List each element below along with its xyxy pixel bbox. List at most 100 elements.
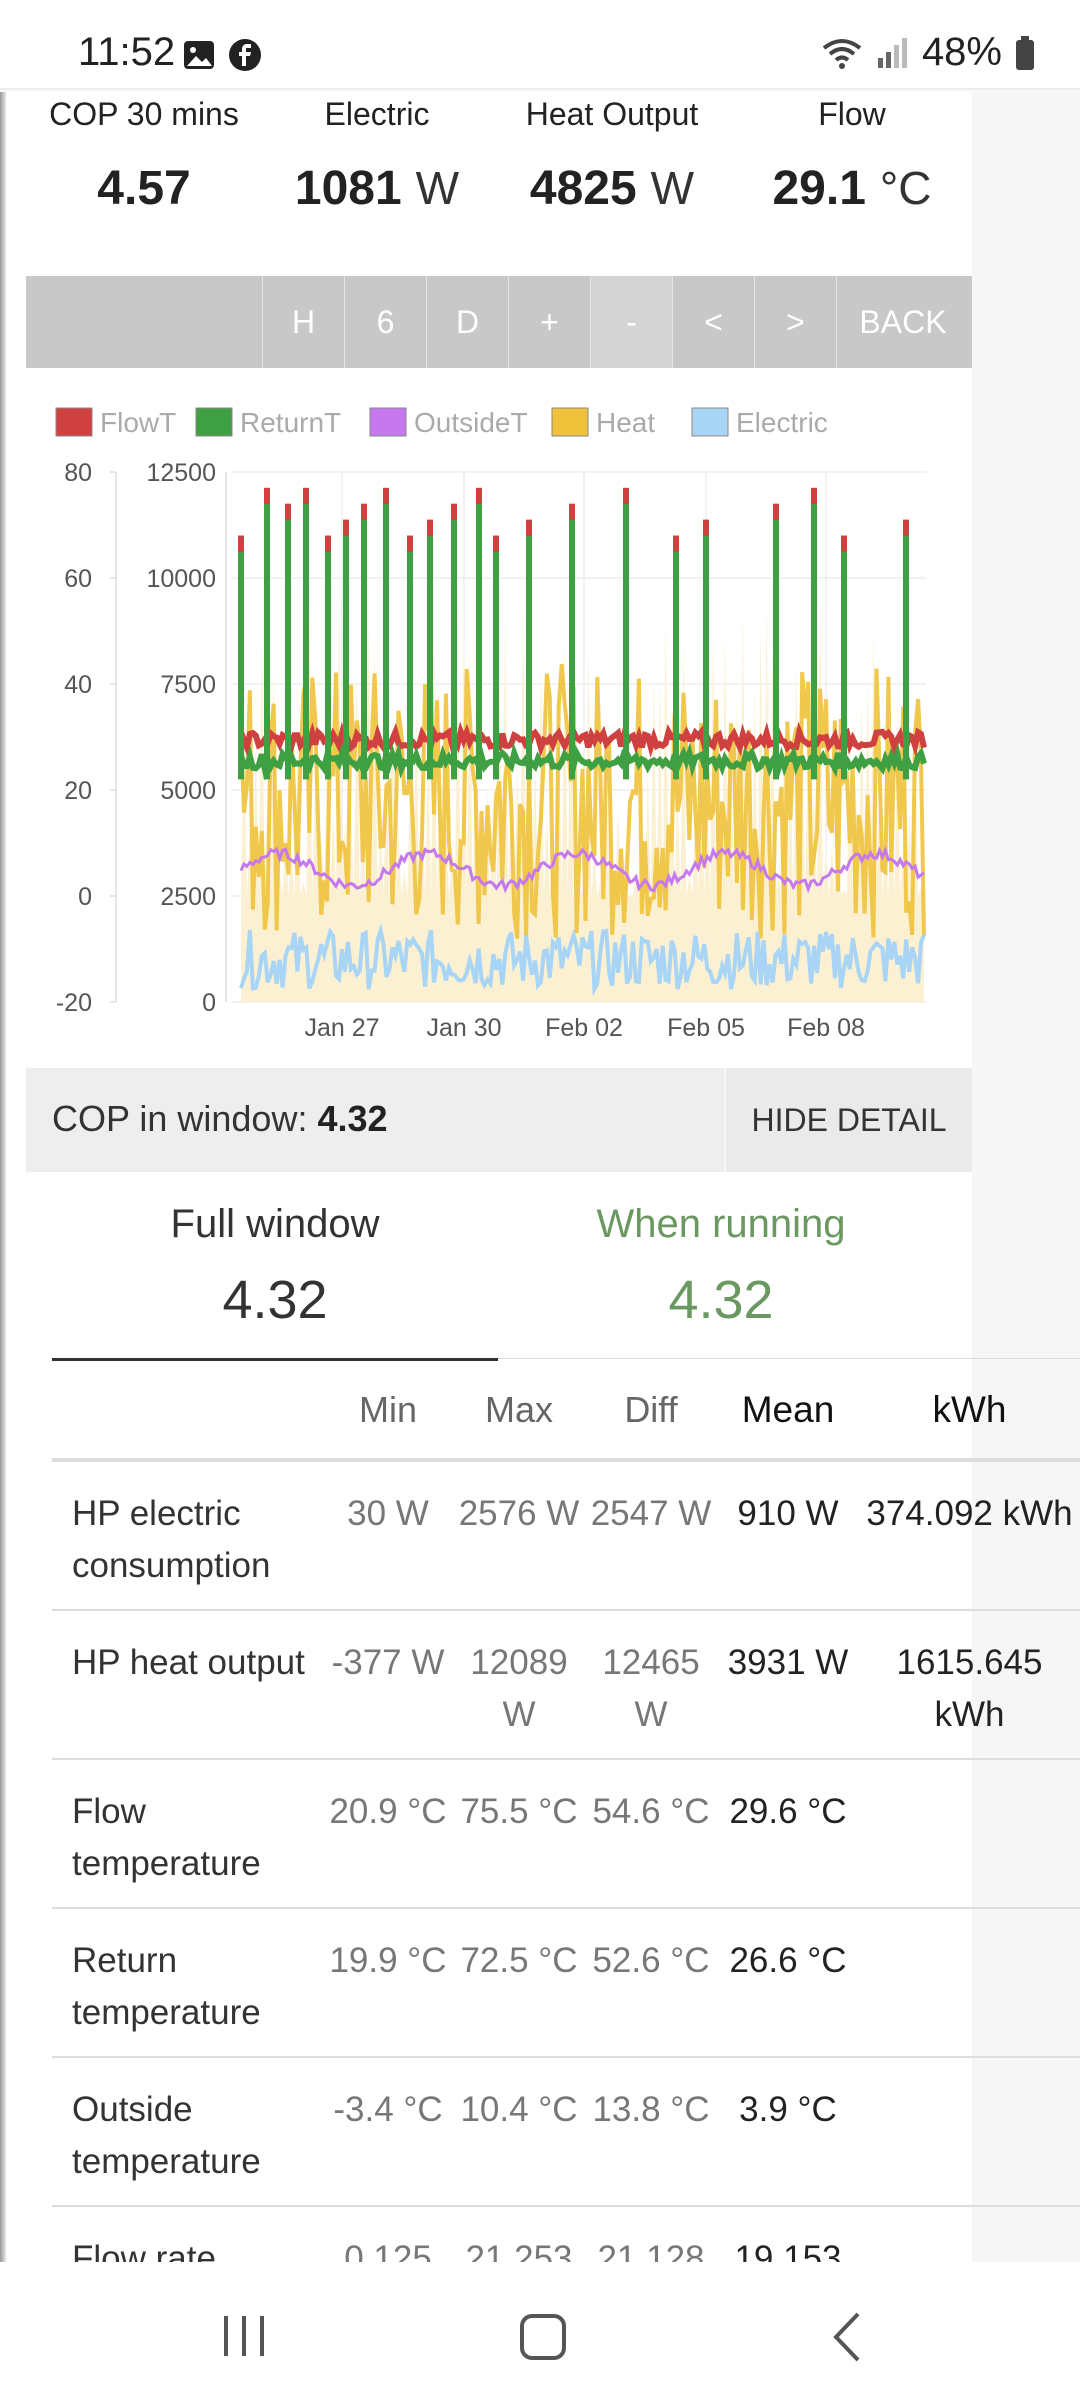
notification-icons <box>182 38 262 72</box>
cop-window-value: 4.32 <box>317 1098 388 1139</box>
y-left-tick-label: 60 <box>64 565 92 593</box>
stat-value: 29.1 °C <box>772 162 932 215</box>
col-min: Min <box>323 1362 453 1462</box>
nav-bar <box>0 2262 1080 2400</box>
cell-name: Flow temperature <box>52 1759 323 1909</box>
cell-max: 12089 W <box>453 1610 585 1760</box>
stat-cop-30: COP 30 mins 4.57 <box>26 88 262 216</box>
cell-min: -377 W <box>323 1610 453 1760</box>
legend-label-outsidet: OutsideT <box>414 407 528 438</box>
x-tick-label: Jan 30 <box>426 1014 501 1042</box>
cell-diff: 12465 W <box>585 1610 717 1760</box>
flowt-series <box>238 721 927 758</box>
cell-kwh <box>859 1759 1080 1909</box>
y-left-tick-label: 0 <box>78 883 92 911</box>
cop-window-bar: COP in window: 4.32 HIDE DETAIL <box>26 1068 972 1172</box>
x-tick-label: Feb 02 <box>545 1014 623 1042</box>
outsidet-series <box>239 846 925 894</box>
status-shadow <box>0 86 1080 92</box>
prev-button[interactable]: < <box>673 276 755 368</box>
legend-swatch-outsidet <box>369 407 407 437</box>
legend-swatch-returnt <box>195 407 233 437</box>
cop-window-label: COP in window: <box>52 1098 308 1139</box>
cell-mean: 3.9 °C <box>717 2057 859 2207</box>
tab-full-window[interactable]: Full window 4.32 <box>52 1176 498 1361</box>
left-edge <box>0 92 6 2262</box>
history-chart[interactable]: FlowT ReturnT OutsideT Heat Electric 80 12500 6… <box>26 370 972 1068</box>
col-mean: Mean <box>717 1362 859 1462</box>
y-right-tick-label: 2500 <box>160 883 216 911</box>
table-row: HP heat output -377 W 12089 W 12465 W 3931 W… <box>52 1610 1080 1760</box>
back-nav-icon[interactable] <box>826 2310 866 2364</box>
six-hour-button[interactable]: 6 <box>345 276 427 368</box>
y-right-tick-label: 0 <box>202 989 216 1017</box>
tab-value: 4.32 <box>668 1270 774 1330</box>
cell-mean: 3931 W <box>717 1610 859 1760</box>
stats-row: COP 30 mins 4.57 Electric 1081 W Heat Out… <box>26 88 972 248</box>
electric-series <box>239 923 926 997</box>
toolbar-spacer <box>26 276 263 368</box>
cell-diff: 52.6 °C <box>585 1908 717 2058</box>
y-right-tick-label: 10000 <box>146 565 216 593</box>
facebook-icon <box>229 39 261 71</box>
day-button[interactable]: D <box>427 276 509 368</box>
next-button[interactable]: > <box>755 276 837 368</box>
legend-label-flowt: FlowT <box>100 407 176 438</box>
legend-label-heat: Heat <box>596 407 655 438</box>
hour-button[interactable]: H <box>263 276 345 368</box>
legend-swatch-heat <box>551 407 589 437</box>
cell-kwh <box>859 2057 1080 2207</box>
stat-flow: Flow 29.1 °C <box>732 88 972 216</box>
home-icon[interactable] <box>518 2312 568 2362</box>
tab-value: 4.32 <box>222 1270 328 1330</box>
cell-min: -3.4 °C <box>323 2057 453 2207</box>
heat-series <box>239 664 926 939</box>
tab-label: When running <box>596 1202 846 1246</box>
cell-name: Outside temperature <box>52 2057 323 2207</box>
battery-icon <box>1016 35 1034 70</box>
col-max: Max <box>453 1362 585 1462</box>
recent-apps-icon[interactable] <box>220 2312 270 2360</box>
cell-kwh <box>859 1908 1080 2058</box>
col-diff: Diff <box>585 1362 717 1462</box>
cell-diff: 54.6 °C <box>585 1759 717 1909</box>
col-name <box>52 1362 323 1462</box>
cell-diff: 2547 W <box>585 1460 717 1611</box>
col-kwh: kWh <box>859 1362 1080 1462</box>
cop-window-text: COP in window: 4.32 <box>52 1098 388 1140</box>
status-bar: 11:52 48% <box>0 0 1080 88</box>
zoom-in-button[interactable]: + <box>509 276 591 368</box>
time-toolbar: H 6 D + - < > BACK <box>26 276 972 368</box>
hide-detail-button[interactable]: HIDE DETAIL <box>724 1068 972 1172</box>
cell-kwh: 374.092 kWh <box>859 1460 1080 1611</box>
y-left-tick-label: 80 <box>64 459 92 487</box>
wifi-icon <box>822 38 862 69</box>
cop-tabs: Full window 4.32 When running 4.32 <box>52 1176 1080 1361</box>
cell-name: HP electric consumption <box>52 1460 323 1611</box>
cell-min: 30 W <box>323 1460 453 1611</box>
y-right-tick-label: 12500 <box>146 459 216 487</box>
table-row: Outside temperature -3.4 °C 10.4 °C 13.8 °C… <box>52 2057 1080 2207</box>
x-tick-label: Feb 05 <box>667 1014 745 1042</box>
y-left-tick-label: 20 <box>64 777 92 805</box>
cell-max: 10.4 °C <box>453 2057 585 2207</box>
returnt-series <box>238 742 927 781</box>
y-right-tick-label: 7500 <box>160 671 216 699</box>
battery-percent: 48% <box>921 30 1002 74</box>
y-left-tick-label: -20 <box>56 989 92 1017</box>
cell-mean: 910 W <box>717 1460 859 1611</box>
back-button[interactable]: BACK <box>859 303 947 340</box>
cell-kwh: 1615.645 kWh <box>859 1610 1080 1760</box>
tab-when-running[interactable]: When running 4.32 <box>498 1176 944 1331</box>
x-tick-label: Jan 27 <box>304 1014 379 1042</box>
zoom-out-button[interactable]: - <box>591 276 673 368</box>
y-left-tick-label: 40 <box>64 671 92 699</box>
cell-mean: 29.6 °C <box>717 1759 859 1909</box>
stat-heat-output: Heat Output 4825 W <box>492 88 732 216</box>
y-right-tick-label: 5000 <box>160 777 216 805</box>
legend-label-returnt: ReturnT <box>240 407 341 438</box>
cell-min: 20.9 °C <box>323 1759 453 1909</box>
stat-electric: Electric 1081 W <box>262 88 492 216</box>
